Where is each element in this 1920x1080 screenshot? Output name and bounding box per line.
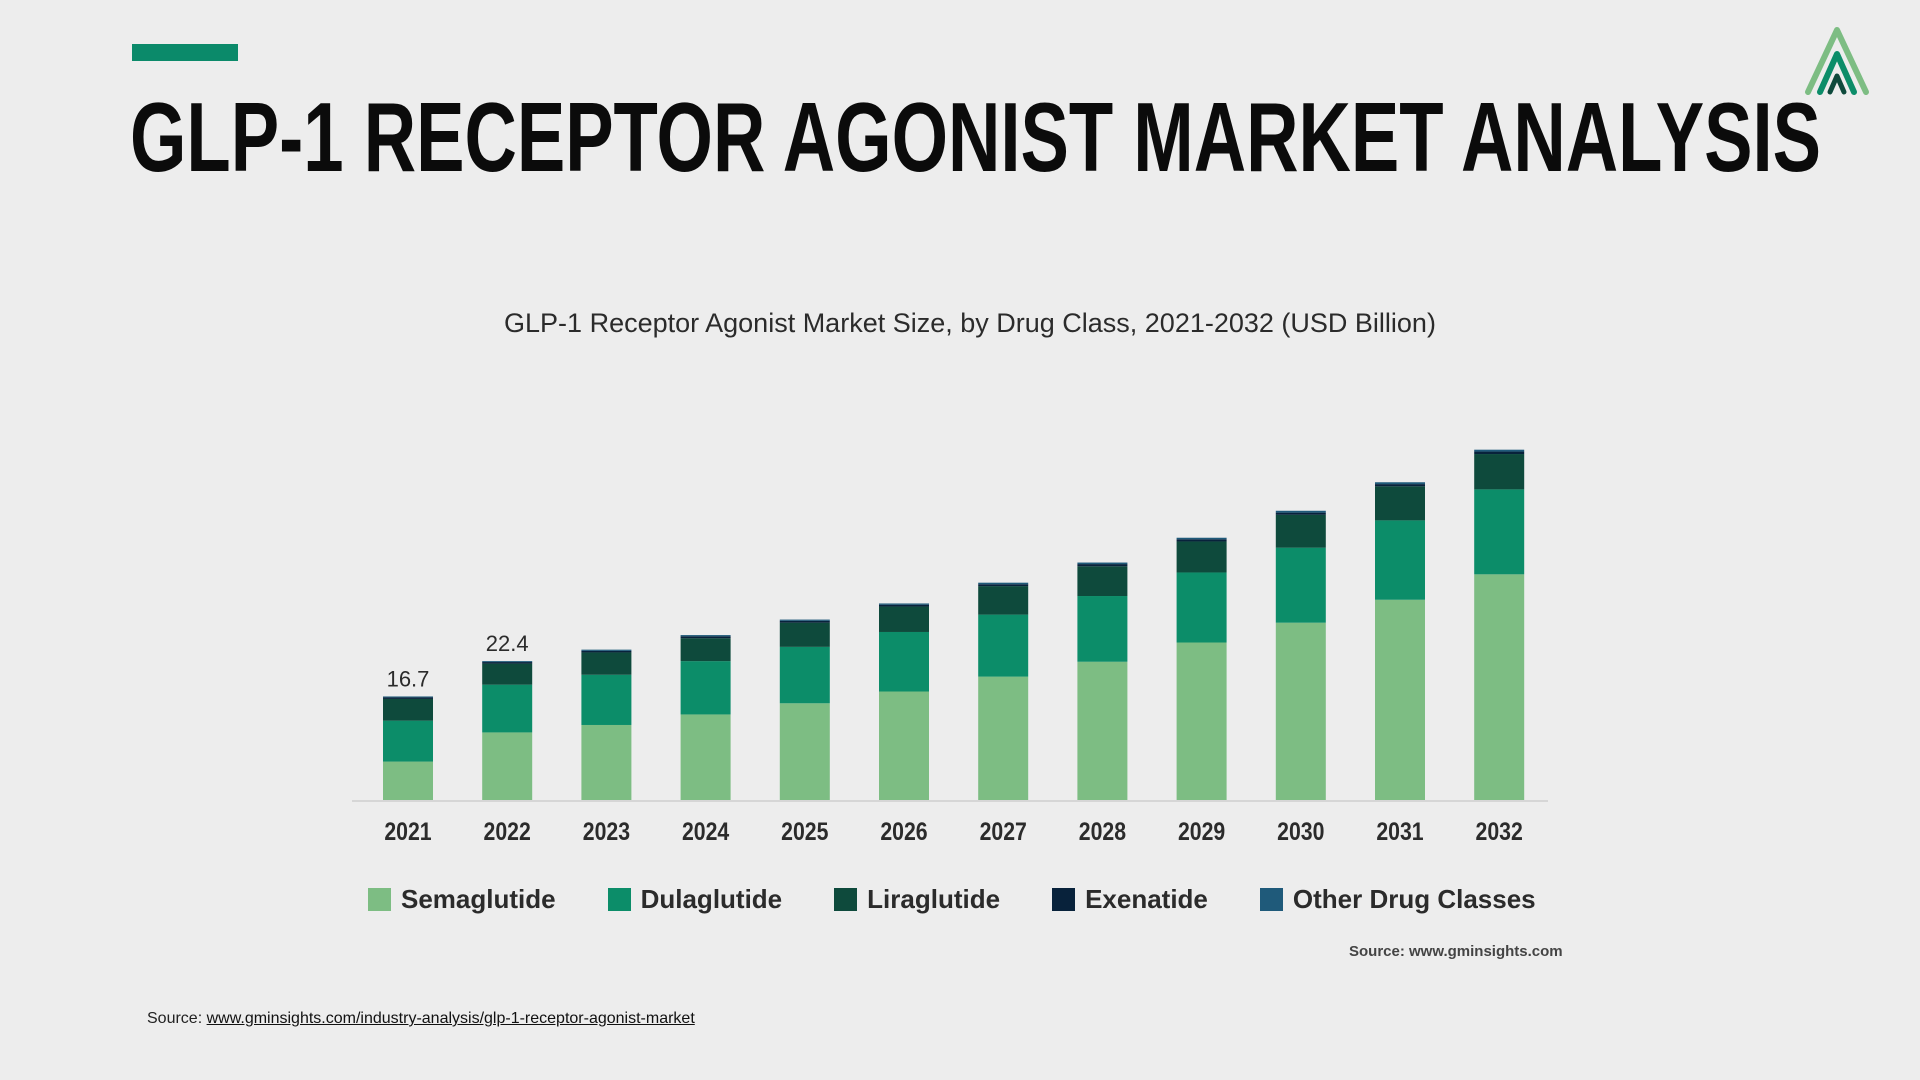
bar-segment-exenatide-2023	[581, 650, 632, 653]
bar-segment-other-drug-classes-2023	[581, 649, 632, 651]
x-tick-label-2021: 2021	[384, 817, 431, 845]
bar-segment-semaglutide-2023	[581, 724, 632, 800]
x-tick-label-2027: 2027	[980, 817, 1027, 845]
footer-source: Source: www.gminsights.com/industry-anal…	[147, 1010, 695, 1028]
bar-segment-exenatide-2027	[978, 584, 1029, 587]
x-tick-label-2031: 2031	[1376, 817, 1423, 845]
bar-segment-exenatide-2029	[1176, 539, 1227, 542]
chart-title: GLP-1 Receptor Agonist Market Size, by D…	[504, 308, 1436, 338]
bar-segment-exenatide-2032	[1474, 451, 1525, 455]
bar-segment-dulaglutide-2028	[1077, 596, 1128, 662]
bar-segment-liraglutide-2027	[978, 586, 1029, 615]
bar-segment-exenatide-2024	[680, 636, 731, 639]
data-label-2022: 22.4	[486, 631, 529, 656]
legend-swatch-semaglutide	[368, 888, 391, 911]
bar-segment-dulaglutide-2022	[482, 684, 533, 733]
chart-source-note: Source: www.gminsights.com	[1349, 943, 1563, 960]
bar-segment-other-drug-classes-2025	[779, 619, 830, 621]
bar-segment-exenatide-2028	[1077, 564, 1128, 567]
bar-segment-dulaglutide-2031	[1375, 520, 1425, 600]
bar-segment-liraglutide-2029	[1176, 541, 1227, 573]
x-tick-label-2023: 2023	[583, 817, 630, 845]
bar-segment-exenatide-2021	[383, 697, 433, 699]
bar-segment-semaglutide-2030	[1275, 622, 1326, 800]
bar-segment-dulaglutide-2023	[581, 674, 632, 725]
footer-source-prefix: Source:	[147, 1010, 203, 1027]
legend-swatch-dulaglutide	[607, 888, 631, 911]
legend-item-liraglutide: Liraglutide	[834, 884, 1000, 915]
x-tick-label-2028: 2028	[1079, 817, 1126, 845]
bar-segment-liraglutide-2024	[680, 638, 731, 662]
bar-segment-exenatide-2026	[879, 604, 929, 607]
bar-segment-semaglutide-2022	[482, 732, 533, 800]
x-tick-label-2024: 2024	[682, 817, 729, 845]
bar-segment-exenatide-2030	[1275, 512, 1326, 515]
bar-segment-dulaglutide-2025	[779, 646, 830, 704]
legend-item-other-drug-classes: Other Drug Classes	[1259, 884, 1536, 915]
bar-segment-liraglutide-2025	[779, 622, 830, 647]
legend-label: Liraglutide	[867, 884, 1001, 914]
legend-label: Dulaglutide	[640, 884, 783, 914]
x-tick-label-2022: 2022	[484, 817, 531, 845]
chart-legend: Semaglutide Dulaglutide Liraglutide Exen…	[368, 884, 1588, 915]
legend-label: Other Drug Classes	[1292, 884, 1536, 914]
bar-segment-liraglutide-2028	[1077, 566, 1128, 597]
bar-segment-liraglutide-2031	[1375, 486, 1425, 521]
bar-segment-liraglutide-2026	[879, 606, 929, 632]
legend-label: Semaglutide	[401, 884, 556, 914]
bar-segment-dulaglutide-2029	[1176, 572, 1227, 643]
legend-item-dulaglutide: Dulaglutide	[607, 884, 783, 915]
brand-logo-icon	[1805, 27, 1869, 95]
bar-segment-semaglutide-2028	[1077, 661, 1128, 800]
legend-swatch-liraglutide	[834, 888, 858, 911]
bar-segment-other-drug-classes-2026	[879, 603, 929, 605]
bar-segment-dulaglutide-2030	[1275, 547, 1326, 623]
title-accent-bar	[132, 44, 238, 61]
bar-segment-other-drug-classes-2028	[1077, 562, 1128, 565]
x-tick-label-2029: 2029	[1178, 817, 1225, 845]
data-label-2021: 16.7	[387, 666, 430, 691]
bar-segment-semaglutide-2032	[1474, 574, 1525, 800]
footer-source-link[interactable]: www.gminsights.com/industry-analysis/glp…	[206, 1010, 695, 1027]
bar-segment-other-drug-classes-2030	[1275, 510, 1326, 513]
bar-segment-semaglutide-2029	[1176, 642, 1227, 800]
bar-segment-exenatide-2022	[482, 662, 533, 664]
legend-label: Exenatide	[1085, 884, 1208, 914]
bar-segment-liraglutide-2023	[581, 652, 632, 675]
bar-segment-semaglutide-2025	[779, 703, 830, 800]
legend-item-exenatide: Exenatide	[1052, 884, 1208, 915]
bar-segment-semaglutide-2027	[978, 676, 1029, 800]
bar-segment-liraglutide-2032	[1474, 454, 1525, 490]
bar-segment-liraglutide-2022	[482, 663, 533, 685]
legend-swatch-other-drug-classes	[1259, 888, 1283, 911]
x-tick-label-2025: 2025	[781, 817, 828, 845]
page-title: GLP-1 RECEPTOR AGONIST MARKET ANALYSIS	[130, 82, 1821, 192]
bar-segment-dulaglutide-2021	[383, 720, 433, 762]
bar-segment-dulaglutide-2027	[978, 614, 1029, 677]
x-tick-label-2030: 2030	[1277, 817, 1324, 845]
bar-segment-other-drug-classes-2024	[680, 635, 731, 637]
legend-swatch-exenatide	[1052, 888, 1076, 911]
bar-segment-liraglutide-2030	[1275, 514, 1326, 548]
bar-segment-exenatide-2025	[779, 620, 830, 623]
bar-segment-semaglutide-2024	[680, 714, 731, 800]
bar-segment-semaglutide-2031	[1375, 599, 1425, 800]
bar-segment-other-drug-classes-2032	[1474, 449, 1525, 452]
x-tick-label-2026: 2026	[880, 817, 927, 845]
bar-segment-dulaglutide-2024	[680, 661, 731, 715]
bar-segment-dulaglutide-2032	[1474, 489, 1525, 575]
x-tick-label-2032: 2032	[1476, 817, 1523, 845]
bar-segment-semaglutide-2021	[383, 761, 433, 800]
bar-segment-other-drug-classes-2029	[1176, 537, 1227, 540]
bar-segment-other-drug-classes-2022	[482, 661, 533, 663]
bar-segment-other-drug-classes-2031	[1375, 482, 1425, 485]
legend-item-semaglutide: Semaglutide	[368, 884, 556, 915]
bar-segment-dulaglutide-2026	[879, 631, 929, 692]
bar-segment-semaglutide-2026	[879, 691, 929, 800]
bar-segment-liraglutide-2021	[383, 698, 433, 721]
bar-segment-other-drug-classes-2021	[383, 696, 433, 698]
bar-segment-exenatide-2031	[1375, 484, 1425, 487]
bar-segment-other-drug-classes-2027	[978, 582, 1029, 585]
